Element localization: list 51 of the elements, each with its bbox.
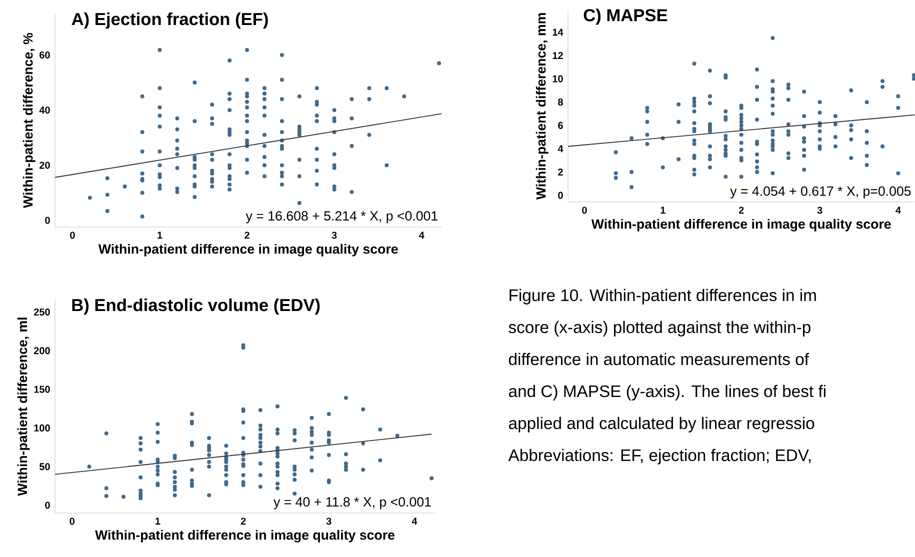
y-tick-label: 60 — [40, 51, 50, 59]
y-tick-label: 250 — [34, 308, 50, 316]
x-tick-label: 2 — [244, 232, 250, 239]
y-tick-label: 150 — [34, 386, 50, 393]
annotation: y = 40 + 11.8 * X, p <0.001 — [274, 497, 431, 510]
x-axis-title: Within-patient difference in image quality score — [98, 244, 398, 256]
text: Abbreviations: EF, ejection fraction; EDV, — [508, 448, 811, 464]
y-tick-label: 10 — [552, 75, 563, 82]
x-tick-label: 3 — [817, 206, 822, 214]
x-tick-label: 1 — [156, 518, 160, 525]
x-axis-title: Within-patient difference in image quality score — [591, 218, 891, 232]
chart-title: C) MAPSE — [584, 8, 668, 25]
y-tick-label: 2 — [558, 168, 563, 176]
x-tick-label: 2 — [738, 206, 744, 214]
text: score (x-axis) plotted against the within-p — [508, 320, 810, 336]
x-tick-label: 3 — [326, 518, 332, 525]
x-tick-label: 0 — [70, 232, 75, 239]
annotation: y = 4.054 + 0.617 * X, p=0.005 — [730, 186, 911, 198]
x-tick-label: 0 — [70, 518, 74, 525]
y-tick-label: 0 — [558, 192, 563, 199]
y-tick-label: 4 — [558, 145, 564, 152]
text: applied and calculated by linear regressio — [508, 416, 814, 432]
y-tick-label: 8 — [558, 98, 563, 106]
x-tick-label: 0 — [582, 206, 587, 214]
y-tick-label: 14 — [552, 28, 564, 36]
x-tick-label: 1 — [660, 206, 666, 214]
y-tick-label: 40 — [39, 106, 50, 114]
y-tick-label: 200 — [34, 347, 50, 354]
caption: Figure 10. Within-patient differences in im — [510, 288, 816, 304]
y-tick-label: 0 — [45, 216, 50, 224]
y-tick-label: 20 — [40, 162, 50, 169]
chart-title: B) End-diastolic volume (EDV) — [72, 298, 320, 315]
annotation: y = 16.608 + 5.214 * X, p <0.001 — [246, 211, 438, 224]
y-tick-label: 0 — [45, 502, 50, 509]
text: difference in automatic measurements of — [508, 352, 810, 366]
y-tick-label: 100 — [34, 424, 50, 432]
y-tick-label: 12 — [552, 52, 563, 59]
y-axis-title: Within-patient difference, ml — [17, 318, 30, 496]
y-tick-label: 6 — [558, 122, 563, 129]
chart-title: A) Ejection fraction (EF) — [72, 12, 268, 29]
y-tick-label: 50 — [39, 463, 50, 470]
text: and C) MAPSE (y-axis). The lines of best fi — [508, 384, 826, 400]
x-tick-label: 4 — [412, 518, 418, 525]
x-tick-label: 3 — [332, 232, 337, 239]
x-tick-label: 1 — [158, 232, 162, 239]
x-tick-label: 4 — [896, 206, 901, 214]
x-axis-title: Within-patient difference in image quality score — [95, 530, 395, 542]
x-tick-label: 2 — [240, 518, 246, 525]
y-axis-title: Within-patient difference, mm — [536, 13, 548, 200]
x-tick-label: 4 — [418, 232, 424, 239]
y-axis-title: Within-patient difference, % — [22, 32, 36, 208]
